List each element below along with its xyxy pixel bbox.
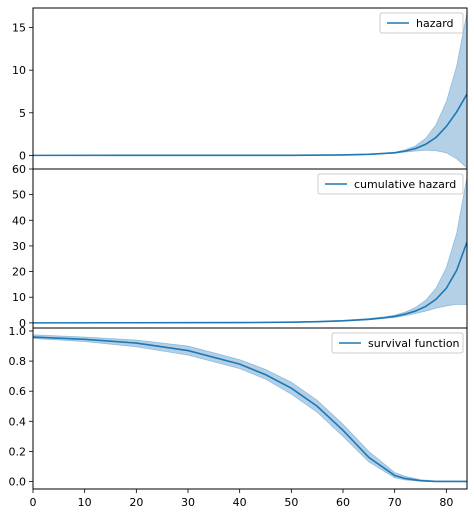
y-tick-label: 0	[19, 149, 26, 162]
x-tick-label: 30	[181, 496, 195, 509]
legend: hazard	[379, 12, 464, 34]
legend-box	[379, 12, 464, 34]
y-tick-label: 40	[12, 214, 26, 227]
legend-box	[317, 173, 464, 195]
y-tick-label: 30	[12, 240, 26, 253]
x-tick-label: 20	[129, 496, 143, 509]
x-tick-label: 50	[284, 496, 298, 509]
series-line-cumulative-hazard	[33, 241, 467, 324]
y-tick-label: 0.6	[9, 385, 27, 398]
panel-2: 0 10 20 30 40 50 60 cumulative hazard	[12, 163, 468, 330]
plot-area	[33, 176, 467, 324]
x-tick-label: 80	[439, 496, 453, 509]
y-tick-label: 10	[12, 64, 26, 77]
y-tick-label: 0.8	[9, 355, 27, 368]
panel-1: 0 5 10 15 hazard	[12, 7, 468, 170]
axes-frame	[32, 327, 468, 490]
y-tick-label: 0	[19, 317, 26, 330]
x-tick-label: 60	[336, 496, 350, 509]
series-line-survival-function	[33, 336, 467, 483]
y-tick-label: 50	[12, 189, 26, 202]
x-tick-label: 70	[388, 496, 402, 509]
x-tick-label: 10	[78, 496, 92, 509]
plot-area	[33, 334, 467, 483]
y-tick-label: 10	[12, 291, 26, 304]
y-tick-label: 15	[12, 22, 26, 35]
y-tick-label: 1.0	[9, 325, 27, 338]
y-tick-label: 0.2	[9, 445, 27, 458]
legend-label: hazard	[416, 17, 454, 30]
panels-container: 0 5 10 15 hazard 0 10 20 30 40 50 60 cumulative haza…	[9, 7, 468, 509]
legend: cumulative hazard	[317, 173, 464, 195]
legend-label: survival function	[368, 337, 460, 350]
y-tick-label: 0.0	[9, 475, 27, 488]
plot-area	[33, 12, 467, 169]
panel-3: 0.0 0.2 0.4 0.6 0.8 1.0 0 10 20 30 40 50 60 70 80 survi…	[9, 325, 468, 509]
legend-label: cumulative hazard	[354, 178, 456, 191]
legend-box	[331, 332, 464, 354]
series-line-hazard	[33, 93, 467, 157]
y-tick-label: 20	[12, 266, 26, 279]
y-tick-label: 0.4	[9, 415, 27, 428]
y-tick-label: 5	[19, 107, 26, 120]
x-tick-label: 0	[30, 496, 37, 509]
y-tick-label: 60	[12, 163, 26, 176]
x-tick-label: 40	[233, 496, 247, 509]
legend: survival function	[331, 332, 464, 354]
